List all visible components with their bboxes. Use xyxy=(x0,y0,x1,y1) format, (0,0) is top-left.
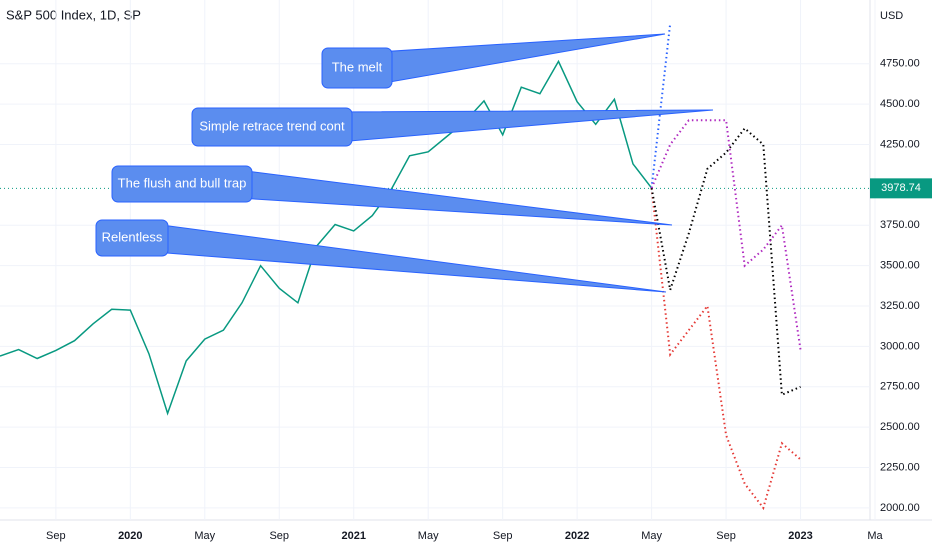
x-tick-label: May xyxy=(641,530,662,542)
x-tick-label: 2020 xyxy=(118,530,142,542)
last-price-box xyxy=(870,178,932,199)
callout-box xyxy=(191,107,353,147)
x-tick-label: Sep xyxy=(716,530,736,542)
callout: Relentless xyxy=(95,219,667,293)
x-tick-label: Sep xyxy=(46,530,66,542)
callout: The melt xyxy=(321,33,666,89)
callout-text: The melt xyxy=(332,59,383,74)
y-tick-label: 2500.00 xyxy=(880,421,920,433)
x-tick-label: May xyxy=(194,530,215,542)
last-price-label: 3978.74 xyxy=(881,182,921,194)
y-tick-label: 3000.00 xyxy=(880,340,920,352)
callout: The flush and bull trap xyxy=(111,165,673,226)
callout-text: Simple retrace trend cont xyxy=(199,118,345,133)
callout: Simple retrace trend cont xyxy=(191,107,714,147)
x-tick-label: Sep xyxy=(493,530,513,542)
callout-text: Relentless xyxy=(102,229,163,244)
y-tick-label: 2250.00 xyxy=(880,461,920,473)
y-tick-label: 3500.00 xyxy=(880,260,920,272)
y-tick-label: 3750.00 xyxy=(880,219,920,231)
chart-title: S&P 500 Index, 1D, SP xyxy=(6,7,141,22)
projection-line xyxy=(650,187,802,511)
callout-box xyxy=(95,219,169,257)
price-line xyxy=(0,59,653,416)
y-tick-label: 3250.00 xyxy=(880,300,920,312)
x-tick-label: Ma xyxy=(867,530,883,542)
x-tick-label: 2021 xyxy=(341,530,365,542)
callout-box xyxy=(111,165,253,203)
currency-label: USD xyxy=(880,10,903,22)
y-tick-label: 4500.00 xyxy=(880,98,920,110)
x-tick-label: 2022 xyxy=(565,530,589,542)
y-tick-label: 2000.00 xyxy=(880,502,920,514)
x-tick-label: 2023 xyxy=(788,530,812,542)
x-tick-label: May xyxy=(418,530,439,542)
projection-line xyxy=(650,119,802,350)
y-tick-label: 4250.00 xyxy=(880,138,920,150)
x-tick-label: Sep xyxy=(269,530,289,542)
y-tick-label: 2750.00 xyxy=(880,381,920,393)
projection-line xyxy=(650,126,801,397)
callout-text: The flush and bull trap xyxy=(118,175,247,190)
callout-box xyxy=(321,47,393,89)
projection-line xyxy=(650,23,672,189)
y-tick-label: 4750.00 xyxy=(880,58,920,70)
